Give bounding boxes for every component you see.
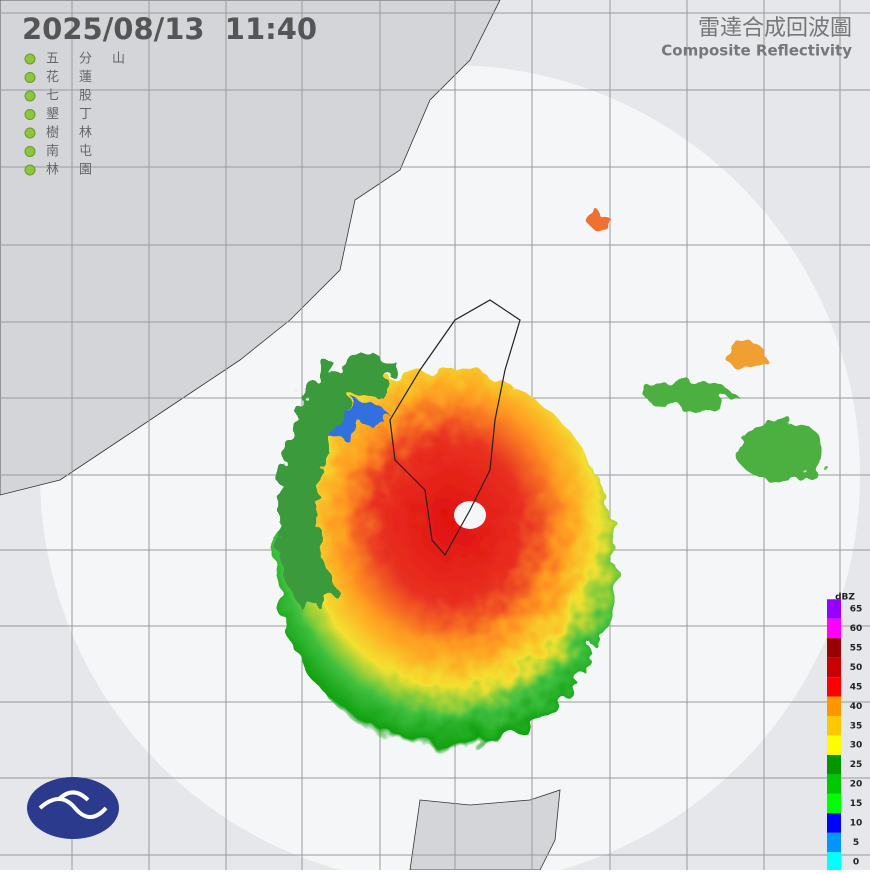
legend-swatch: [827, 793, 841, 814]
legend-swatch: [827, 677, 841, 697]
mainland: [0, 0, 501, 496]
station-name: 五分山: [46, 52, 145, 67]
station-dot: [24, 53, 36, 65]
station-name: 七股: [46, 89, 112, 104]
legend-swatch: [827, 657, 841, 678]
title: 雷達合成回波圖: [698, 16, 852, 41]
legend-tick-label: 0: [853, 858, 859, 868]
legend-tick-label: 5: [853, 838, 859, 848]
station-dot: [24, 127, 36, 139]
station-dot: [24, 109, 36, 120]
legend-tick-label: 10: [850, 819, 863, 829]
legend-swatch: [827, 754, 841, 775]
legend-swatch: [827, 638, 841, 658]
legend-tick-label: 50: [850, 663, 863, 673]
legend-swatch: [827, 599, 841, 619]
legend-swatch: [827, 735, 841, 755]
subtitle: Composite Reflectivity: [661, 42, 852, 60]
station-name: 南屯: [46, 143, 112, 159]
station-dot: [24, 164, 36, 176]
legend-tick-label: 15: [850, 799, 863, 809]
legend-tick-label: 45: [850, 682, 863, 692]
legend-swatch: [827, 832, 841, 853]
legend-tick-label: 55: [850, 643, 863, 653]
station-dot: [24, 146, 36, 157]
legend-tick-label: 40: [850, 702, 863, 712]
legend-swatch: [827, 696, 841, 717]
taiwan-outline: [389, 299, 521, 557]
typhoon-eye: [454, 501, 486, 529]
station-name: 花蓮: [46, 69, 112, 85]
legend-tick-label: 60: [850, 624, 863, 634]
legend-unit: dBZ: [835, 593, 855, 603]
legend-tick-label: 35: [850, 721, 863, 731]
legend-tick-label: 20: [850, 780, 863, 790]
station-name: 墾丁: [46, 106, 112, 122]
logo-swirl: [38, 790, 108, 819]
legend-swatch: [827, 774, 841, 794]
station-name: 樹林: [46, 126, 112, 141]
legend-tick-label: 25: [850, 760, 863, 770]
legend-tick-label: 30: [850, 741, 863, 751]
station-name: 林園: [46, 163, 112, 178]
legend-tick-label: 65: [850, 605, 863, 615]
station-dot: [24, 90, 36, 102]
legend-swatch: [827, 618, 841, 639]
legend-swatch: [827, 716, 841, 736]
station-dot: [24, 72, 36, 83]
typhoon-echo: [275, 215, 825, 750]
legend-swatch: [827, 813, 841, 833]
legend-swatch: [827, 852, 841, 872]
timestamp: 2025/08/13 11:40: [22, 12, 317, 46]
